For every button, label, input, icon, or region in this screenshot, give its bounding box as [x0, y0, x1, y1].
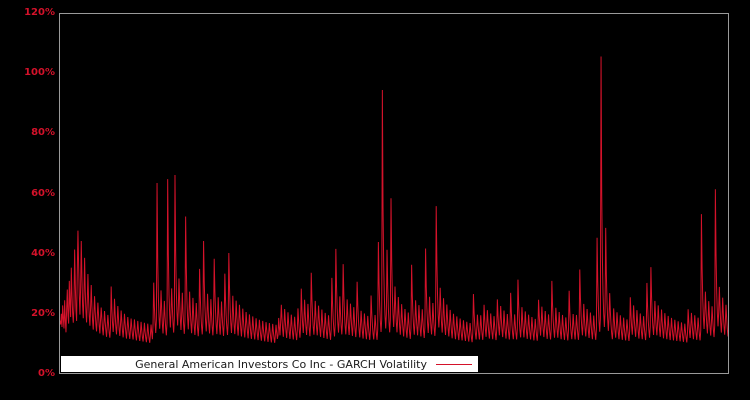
- y-axis-tick-80: 80%: [31, 127, 55, 139]
- y-axis-tick-20: 20%: [31, 307, 55, 319]
- legend-line-swatch: [436, 359, 472, 370]
- legend: General American Investors Co Inc - GARC…: [61, 356, 478, 372]
- y-axis-tick-100: 100%: [24, 67, 55, 79]
- y-axis-tick-40: 40%: [31, 247, 55, 259]
- plot-area: [59, 13, 729, 374]
- y-axis-tick-60: 60%: [31, 187, 55, 199]
- y-axis-tick-120: 120%: [24, 7, 55, 18]
- garch-volatility-line: [60, 56, 728, 342]
- volatility-series-svg: [60, 14, 728, 373]
- y-axis-tick-0: 0%: [38, 368, 55, 379]
- legend-label: General American Investors Co Inc - GARC…: [135, 357, 427, 371]
- y-axis-tick-labels: 0% 20% 40% 60% 80% 100% 120%: [0, 0, 55, 400]
